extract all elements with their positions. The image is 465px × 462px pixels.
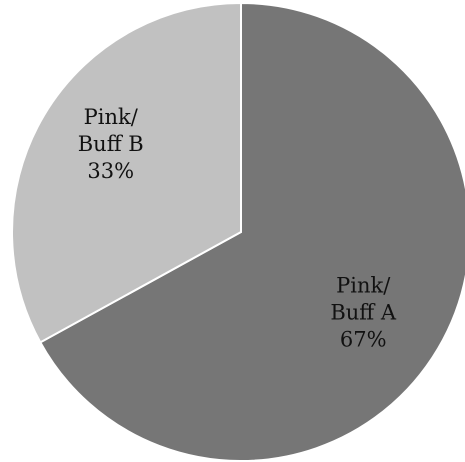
slice-name-line: Buff B	[78, 132, 144, 156]
slice-value-label: 67%	[340, 327, 387, 351]
slice-name-line: Pink/	[336, 273, 391, 297]
slice-value-label: 33%	[87, 159, 134, 183]
slice-label-1: Pink/Buff B 33%	[78, 105, 144, 183]
pie-slices	[12, 3, 465, 461]
slice-name-line: Pink/	[84, 105, 139, 129]
slice-name-line: Buff A	[330, 300, 397, 324]
